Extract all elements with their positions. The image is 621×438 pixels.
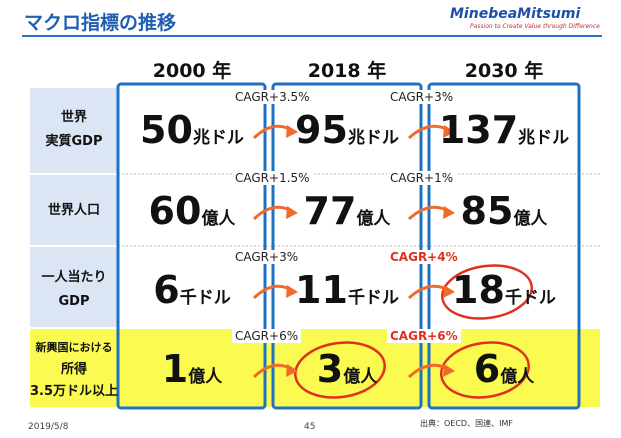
label-bg bbox=[30, 247, 118, 327]
column-header: 2030 年 bbox=[464, 60, 544, 82]
value-number: 3 bbox=[316, 347, 344, 391]
cagr-label: CAGR+3.5% bbox=[232, 90, 313, 104]
value-cell: 1億人 bbox=[117, 347, 267, 391]
value-cell: 95兆ドル bbox=[272, 108, 422, 152]
value-number: 137 bbox=[438, 108, 519, 152]
red-circle bbox=[441, 264, 533, 320]
column-box bbox=[116, 82, 267, 410]
value-cell: 137兆ドル bbox=[429, 108, 579, 152]
cagr-label: CAGR+6% bbox=[232, 329, 302, 343]
column-box bbox=[271, 82, 423, 410]
arrow-head bbox=[443, 206, 455, 219]
row-label: 新興国における bbox=[35, 341, 113, 354]
cagr-label: CAGR+1% bbox=[387, 171, 457, 185]
value-cell: 50兆ドル bbox=[117, 108, 267, 152]
value-number: 6 bbox=[153, 268, 180, 312]
value-unit: 兆ドル bbox=[192, 128, 244, 148]
arrow-head bbox=[286, 364, 298, 377]
logo: MinebeaMitsumi bbox=[450, 6, 581, 22]
value-unit: 千ドル bbox=[347, 288, 399, 308]
value-cell: 85億人 bbox=[429, 189, 579, 233]
red-circle bbox=[440, 341, 530, 399]
value-number: 60 bbox=[148, 189, 202, 233]
value-unit: 億人 bbox=[513, 209, 548, 229]
value-unit: 千ドル bbox=[504, 288, 556, 308]
arrow-head bbox=[443, 364, 455, 377]
value-unit: 兆ドル bbox=[347, 128, 399, 148]
value-cell: 77億人 bbox=[272, 189, 422, 233]
row-label: 実質GDP bbox=[45, 134, 103, 149]
row-label: 世界 bbox=[60, 110, 87, 125]
value-unit: 億人 bbox=[201, 209, 236, 229]
value-number: 18 bbox=[452, 268, 505, 312]
value-cell: 11千ドル bbox=[272, 268, 422, 312]
arrow-head bbox=[443, 285, 455, 298]
value-number: 85 bbox=[460, 189, 514, 233]
page-number: 45 bbox=[304, 422, 316, 432]
column-header: 2018 年 bbox=[307, 60, 387, 82]
value-unit: 兆ドル bbox=[518, 128, 570, 148]
column-header: 2000 年 bbox=[152, 60, 232, 82]
cagr-label: CAGR+3% bbox=[232, 250, 302, 264]
value-unit: 億人 bbox=[343, 367, 378, 387]
value-cell: 6千ドル bbox=[117, 268, 267, 312]
value-number: 11 bbox=[295, 268, 348, 312]
cagr-label: CAGR+1.5% bbox=[232, 171, 313, 185]
value-cell: 6億人 bbox=[429, 347, 579, 391]
tagline: Passion to Create Value through Differen… bbox=[470, 23, 600, 30]
title-rule bbox=[22, 35, 602, 37]
row-label: 世界人口 bbox=[47, 203, 100, 218]
value-unit: 億人 bbox=[500, 367, 535, 387]
row-label: 3.5万ドル以上 bbox=[29, 384, 119, 399]
value-cell: 60億人 bbox=[117, 189, 267, 233]
value-number: 95 bbox=[295, 108, 348, 152]
label-bg bbox=[30, 175, 118, 245]
row-label: GDP bbox=[58, 294, 90, 309]
value-unit: 億人 bbox=[188, 367, 223, 387]
source: 出典：OECD、国連、IMF bbox=[420, 419, 513, 428]
arrow-head bbox=[286, 285, 298, 298]
red-circle bbox=[294, 341, 386, 399]
label-bg bbox=[30, 88, 118, 173]
value-unit: 億人 bbox=[356, 209, 391, 229]
value-number: 50 bbox=[140, 108, 193, 152]
cagr-label: CAGR+4% bbox=[387, 250, 461, 264]
arrow-head bbox=[286, 125, 298, 138]
value-cell: 3億人 bbox=[272, 347, 422, 391]
title: マクロ指標の推移 bbox=[24, 12, 177, 34]
value-unit: 千ドル bbox=[179, 288, 231, 308]
cagr-label: CAGR+3% bbox=[387, 90, 457, 104]
value-number: 6 bbox=[473, 347, 501, 391]
value-number: 77 bbox=[303, 189, 357, 233]
title-bar: マクロ指標の推移 MinebeaMitsumi Passion to Creat… bbox=[0, 0, 621, 38]
row-label: 一人当たり bbox=[41, 270, 107, 285]
arrow-head bbox=[443, 125, 455, 138]
row-label: 所得 bbox=[60, 362, 87, 377]
date: 2019/5/8 bbox=[28, 422, 69, 432]
column-box bbox=[427, 82, 581, 410]
cagr-label: CAGR+6% bbox=[387, 329, 461, 343]
value-number: 1 bbox=[161, 347, 189, 391]
arrow-head bbox=[286, 206, 298, 219]
value-cell: 18千ドル bbox=[429, 268, 579, 312]
